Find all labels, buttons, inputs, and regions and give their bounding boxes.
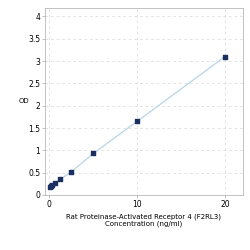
Point: [69, 170, 73, 174]
Point: [91, 152, 95, 156]
Point: [50, 183, 54, 187]
Point: [135, 119, 139, 123]
X-axis label: Rat Proteinase-Activated Receptor 4 (F2RL3)
Concentration (ng/ml): Rat Proteinase-Activated Receptor 4 (F2R…: [66, 213, 221, 227]
Point: [49, 184, 53, 188]
Point: [48, 185, 52, 189]
Point: [53, 181, 57, 185]
Point: [58, 178, 62, 182]
Point: [223, 54, 227, 58]
Y-axis label: OD: OD: [18, 98, 29, 104]
